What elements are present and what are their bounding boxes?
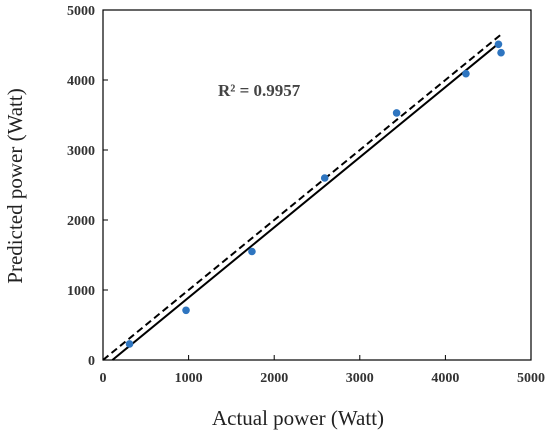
x-tick-label: 4000 <box>431 371 459 386</box>
data-point <box>462 69 470 78</box>
y-tick-label: 1000 <box>67 284 95 299</box>
regression-line-solid <box>111 43 499 361</box>
data-points <box>125 40 505 348</box>
x-axis-label: Actual power (Watt) <box>212 406 384 430</box>
y-tick-label: 3000 <box>67 144 95 159</box>
data-point <box>320 174 329 182</box>
data-point <box>125 340 134 348</box>
y-tick-label: 0 <box>88 354 95 369</box>
y-tick-label: 4000 <box>67 74 95 89</box>
plot-area <box>102 9 532 361</box>
data-point <box>248 247 256 256</box>
x-tick-label: 5000 <box>517 371 545 386</box>
data-point <box>494 40 503 49</box>
data-point <box>182 306 190 315</box>
y-axis-label: Predicted power (Watt) <box>3 88 27 283</box>
r-squared-annotation: R² = 0.9957 <box>218 81 301 100</box>
x-tick-label: 1000 <box>175 371 203 386</box>
x-tick-label: 2000 <box>260 371 288 386</box>
y-tick-label: 2000 <box>67 214 95 229</box>
y-tick-label: 5000 <box>67 4 95 19</box>
axis-ticks: 0 1000 2000 3000 4000 5000 0 1000 2000 3000 4000 50… <box>67 4 545 386</box>
x-tick-label: 3000 <box>346 371 374 386</box>
identity-line-dashed <box>102 33 502 361</box>
data-point <box>497 48 505 57</box>
data-point <box>392 109 401 117</box>
fit-lines <box>102 33 502 361</box>
x-tick-label: 0 <box>100 371 107 386</box>
